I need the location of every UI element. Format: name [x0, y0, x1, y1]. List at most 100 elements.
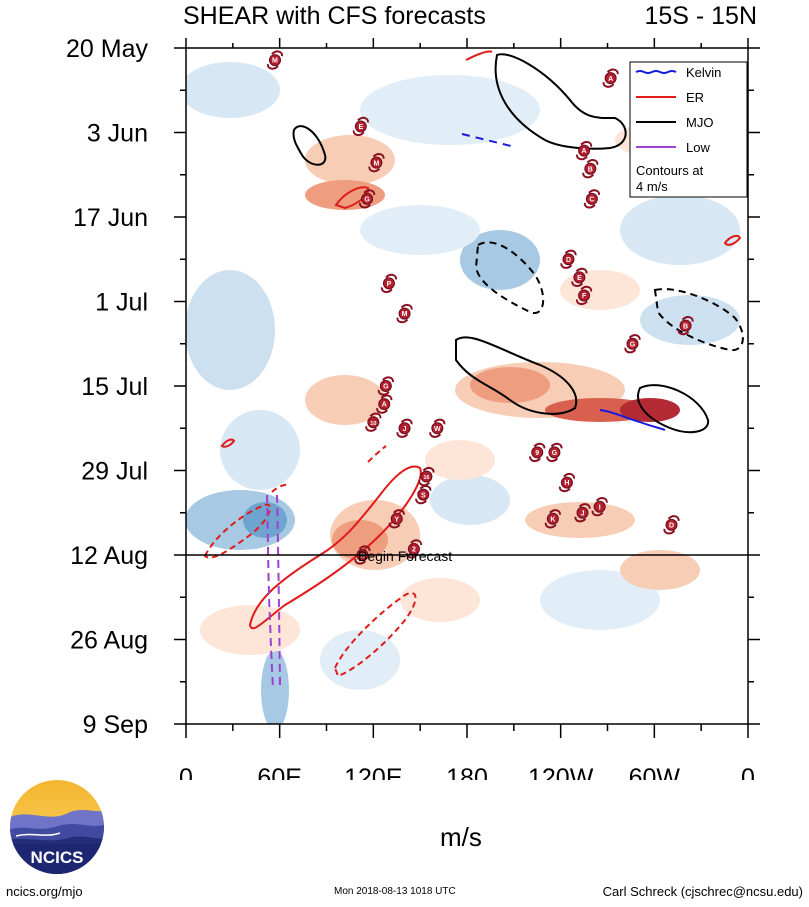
y-tick-label: 9 Sep: [83, 711, 148, 739]
x-tick-label: 120W: [528, 764, 594, 780]
storm-markers: M A E A M B G C D E P F M B G G A 10 J W 9 G 16 H S I J K Y D 2 20: [266, 50, 694, 565]
storm-label: 10: [370, 421, 376, 427]
x-tick-label: 60E: [257, 764, 301, 780]
y-tick-label: 15 Jul: [81, 373, 148, 401]
legend-label: MJO: [686, 115, 713, 130]
mjo-contour: [455, 336, 578, 415]
hovmoller-chart: M A E A M B G C D E P F M B G G A 10 J W 9 G 16 H S I J K Y D 2 20 Begi…: [66, 35, 760, 780]
storm-label: G: [630, 341, 636, 348]
storm-label: G: [383, 384, 389, 391]
storm-label: S: [421, 492, 426, 499]
storm-marker: J: [396, 418, 413, 438]
region-label: 15S - 15N: [644, 2, 757, 30]
legend-note-line2: 4 m/s: [636, 179, 668, 194]
storm-label: J: [581, 510, 585, 517]
legend-item: ER: [636, 90, 704, 105]
storm-label: Y: [394, 516, 399, 523]
storm-marker: C: [583, 189, 600, 209]
kelvin-contour: [599, 409, 666, 431]
er-contour: [723, 234, 742, 246]
storm-marker: A: [576, 140, 593, 161]
legend-item: Kelvin: [635, 65, 721, 80]
storm-label: A: [382, 402, 387, 409]
storm-label: M: [374, 160, 380, 167]
legend-box: [629, 61, 748, 198]
storm-marker: I: [591, 497, 608, 517]
storm-label: 20: [359, 554, 365, 560]
footer-website: ncics.org/mjo: [6, 884, 83, 899]
er-contour: [334, 186, 370, 210]
y-tick-label: 12 Aug: [70, 542, 148, 570]
y-tick-label: 1 Jul: [95, 289, 148, 317]
storm-label: B: [588, 166, 593, 173]
legend: Kelvin ER MJO Low Contours at 4 m/s: [629, 61, 748, 198]
storm-marker: E: [352, 116, 369, 137]
storm-label: I: [599, 504, 601, 511]
mjo-contour: [292, 125, 327, 166]
storm-label: E: [577, 275, 582, 282]
storm-marker: F: [576, 285, 593, 306]
units-label: m/s: [440, 822, 482, 852]
storm-label: A: [582, 148, 587, 155]
storm-marker: K: [544, 509, 561, 529]
er-contour: [333, 592, 417, 678]
x-axis: 0 60E 120E 180 120W 60W 0: [179, 38, 755, 780]
legend-label: Kelvin: [686, 65, 721, 80]
storm-marker: B: [582, 159, 599, 179]
storm-marker: A: [376, 394, 393, 414]
storm-marker: S: [415, 485, 432, 505]
y-tick-label: 26 Aug: [70, 627, 148, 655]
storm-label: 9: [535, 450, 539, 457]
storm-marker: G: [546, 442, 563, 463]
storm-marker: E: [571, 267, 588, 287]
er-contour: [271, 483, 289, 493]
storm-label: J: [403, 426, 407, 433]
storm-label: E: [359, 124, 364, 131]
kelvin-contour: [461, 133, 516, 148]
mjo-contour: [637, 384, 710, 434]
storm-marker: G: [624, 334, 641, 354]
y-tick-label: 29 Jul: [81, 458, 148, 486]
legend-label: ER: [686, 90, 704, 105]
mjo-contour: [474, 241, 545, 314]
storm-label: P: [387, 281, 392, 288]
storm-marker: M: [266, 50, 284, 70]
legend-item: MJO: [636, 115, 713, 130]
low-contour: [276, 494, 281, 686]
storm-label: D: [669, 522, 674, 529]
storm-marker: G: [377, 376, 394, 396]
ncics-logo: NCICS: [10, 780, 104, 874]
storm-label: B: [683, 323, 688, 330]
storm-marker: M: [368, 153, 385, 173]
wave-contours: [203, 50, 744, 689]
storm-label: C: [589, 196, 594, 203]
y-tick-label: 20 May: [66, 35, 148, 63]
storm-marker: Y: [388, 509, 405, 529]
storm-marker: D: [560, 249, 577, 269]
legend-note-line1: Contours at: [636, 163, 704, 178]
storm-marker: 16: [418, 466, 435, 487]
storm-marker: M: [396, 303, 413, 324]
low-contour: [266, 494, 274, 689]
storm-label: D: [566, 257, 571, 264]
er-contour: [465, 50, 493, 61]
legend-label: Low: [686, 140, 710, 155]
storm-label: G: [364, 196, 370, 203]
storm-label: M: [402, 311, 408, 318]
footer-author: Carl Schreck (cjschrec@ncsu.edu): [602, 884, 803, 899]
legend-swatch: [635, 70, 677, 74]
storm-marker: 10: [365, 412, 382, 432]
storm-marker: H: [558, 472, 575, 493]
er-contour: [220, 438, 236, 448]
logo-text: NCICS: [31, 848, 84, 867]
storm-label: A: [608, 76, 613, 83]
storm-marker: B: [677, 316, 694, 336]
chart-title: SHEAR with CFS forecasts: [183, 2, 486, 30]
storm-marker: 9: [529, 442, 546, 463]
storm-label: W: [434, 426, 441, 433]
y-tick-label: 3 Jun: [87, 120, 148, 148]
storm-marker: D: [663, 515, 680, 535]
storm-label: F: [582, 293, 587, 300]
storm-marker: W: [429, 418, 446, 438]
forecast-label: Begin Forecast: [358, 548, 452, 564]
